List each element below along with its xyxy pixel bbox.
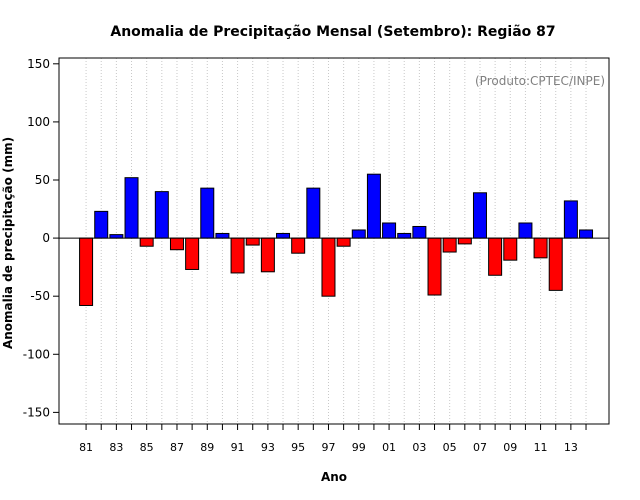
x-tick-label: 81 xyxy=(79,441,93,454)
y-axis: -150 -100 -50 0 50 100 150 xyxy=(23,57,59,419)
bar-1990 xyxy=(215,232,230,239)
x-tick-label: 05 xyxy=(443,441,457,454)
bar-1997 xyxy=(321,237,336,297)
y-tick-label: 150 xyxy=(27,57,50,71)
x-tick-label: 97 xyxy=(321,441,335,454)
product-annotation: (Produto:CPTEC/INPE) xyxy=(475,74,605,88)
bar-2002 xyxy=(397,232,412,239)
x-axis-label: Ano xyxy=(321,470,347,484)
bar-1983 xyxy=(109,234,124,239)
y-tick-label: 0 xyxy=(42,231,50,245)
bar-1985 xyxy=(139,237,154,247)
bar-1995 xyxy=(291,237,306,254)
bar-2000 xyxy=(366,173,381,239)
bar-2003 xyxy=(412,225,427,239)
plot-frame xyxy=(58,57,610,425)
x-tick-label: 99 xyxy=(352,441,366,454)
bar-1994 xyxy=(276,232,291,239)
x-tick-label: 03 xyxy=(412,441,426,454)
y-tick-label: -100 xyxy=(23,347,50,361)
x-tick-label: 01 xyxy=(382,441,396,454)
bar-1988 xyxy=(185,237,200,270)
bar-1991 xyxy=(230,237,245,274)
bar-2001 xyxy=(382,222,397,239)
x-tick-label: 07 xyxy=(473,441,487,454)
x-tick-label: 95 xyxy=(291,441,305,454)
x-tick-label: 11 xyxy=(534,441,548,454)
y-tick-label: -50 xyxy=(30,289,50,303)
chart-title: Anomalia de Precipitação Mensal (Setembr… xyxy=(110,24,555,40)
bar-1989 xyxy=(200,187,215,239)
x-axis: 81 83 85 87 89 91 93 95 97 99 01 03 05 07 09 11 13 xyxy=(79,424,587,454)
bar-2007 xyxy=(472,192,487,239)
bar-2011 xyxy=(533,237,548,259)
bar-1986 xyxy=(154,191,169,239)
x-tick-label: 93 xyxy=(261,441,275,454)
bar-2009 xyxy=(503,237,518,261)
bar-1981 xyxy=(79,237,94,306)
bar-2006 xyxy=(457,237,472,245)
x-tick-label: 83 xyxy=(109,441,123,454)
bar-2004 xyxy=(427,237,442,296)
y-axis-label: Anomalia de precipitação (mm) xyxy=(1,137,15,349)
y-tick-label: 50 xyxy=(35,173,50,187)
bar-2014 xyxy=(579,229,594,239)
bars xyxy=(79,173,594,306)
x-tick-label: 09 xyxy=(503,441,517,454)
bar-2010 xyxy=(518,222,533,239)
x-tick-label: 87 xyxy=(170,441,184,454)
x-tick-label: 13 xyxy=(564,441,578,454)
y-tick-label: -150 xyxy=(23,405,50,419)
bar-2012 xyxy=(548,237,563,291)
x-tick-label: 89 xyxy=(200,441,214,454)
bar-1993 xyxy=(260,237,275,273)
x-tick-label: 91 xyxy=(231,441,245,454)
x-tick-label: 85 xyxy=(140,441,154,454)
bar-1996 xyxy=(306,187,321,239)
bar-1984 xyxy=(124,177,139,239)
bar-2005 xyxy=(442,237,457,253)
bar-2013 xyxy=(563,200,578,239)
bar-1987 xyxy=(169,237,184,251)
bar-1982 xyxy=(94,210,109,239)
bar-1998 xyxy=(336,237,351,247)
bar-2008 xyxy=(488,237,503,276)
bar-1992 xyxy=(245,237,260,246)
y-tick-label: 100 xyxy=(27,115,50,129)
bar-1999 xyxy=(351,229,366,239)
